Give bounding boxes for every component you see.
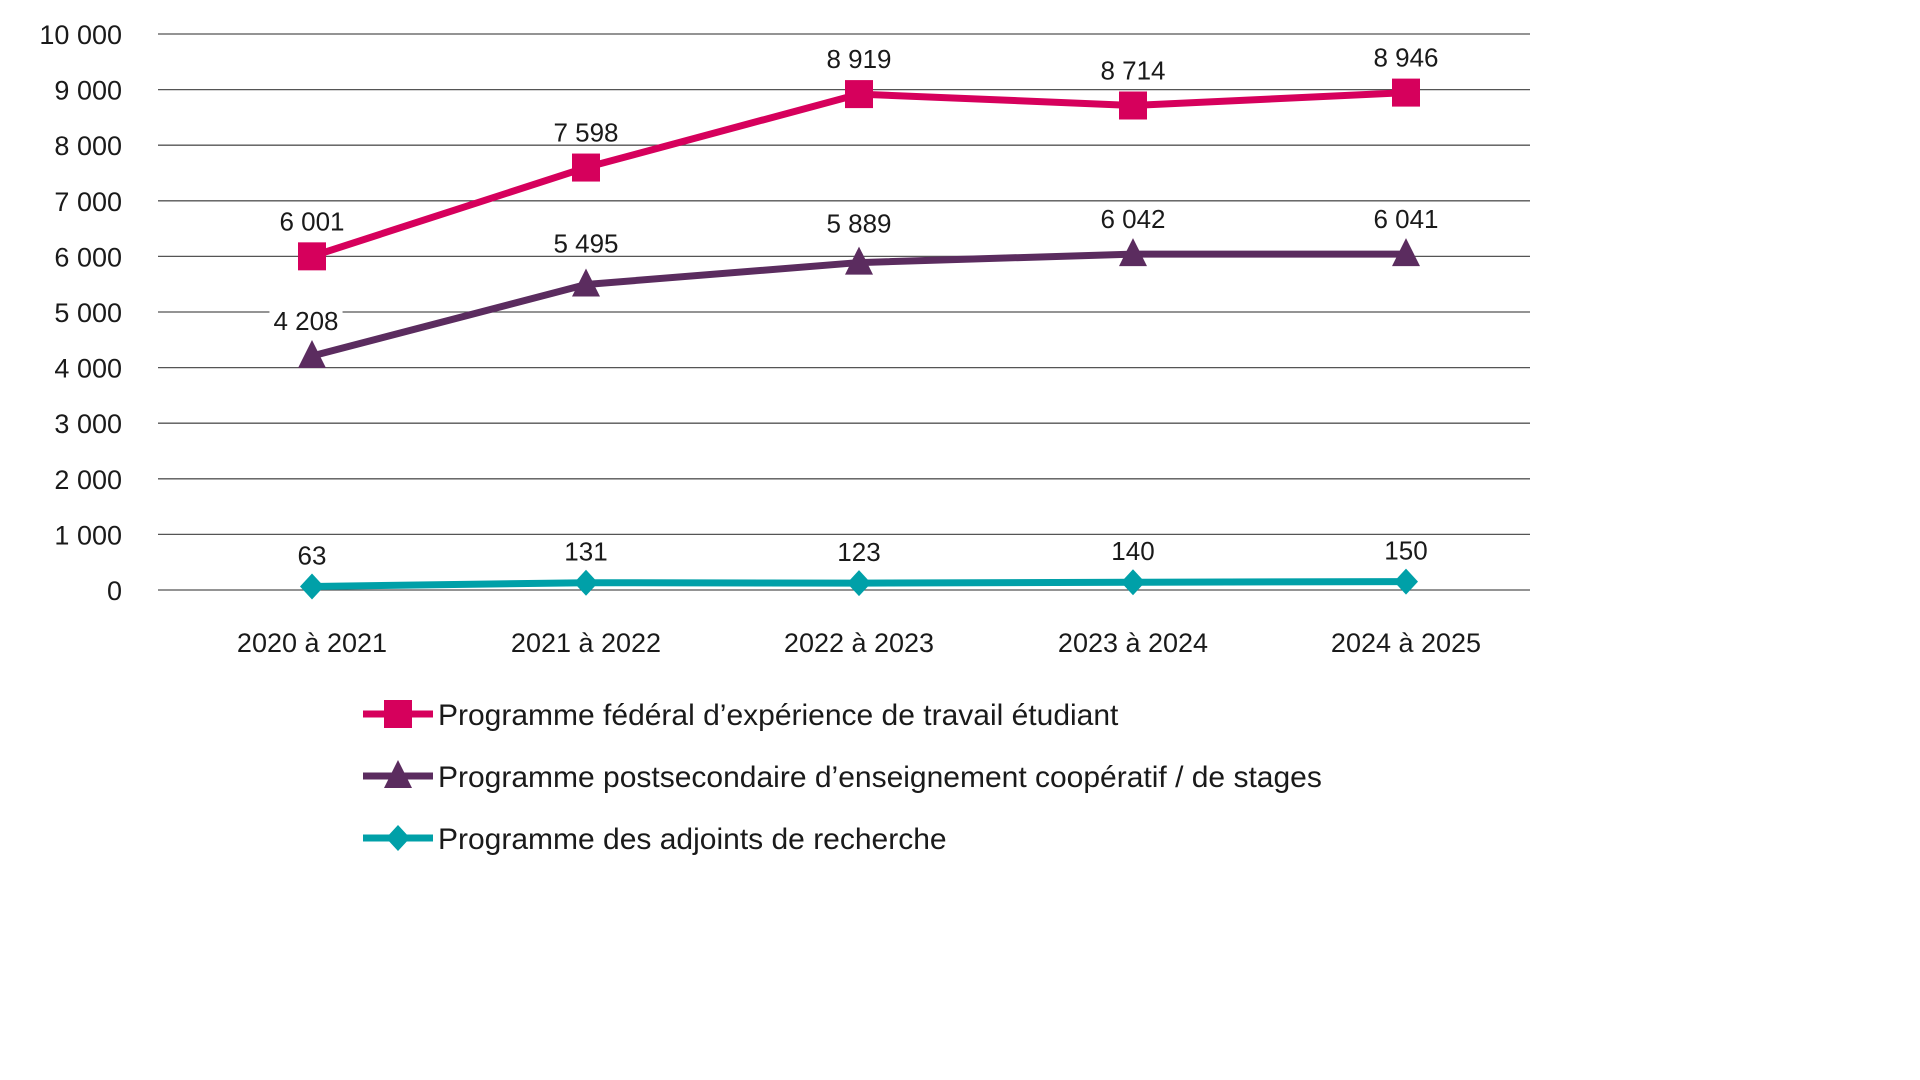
data-point-diamond: [1394, 568, 1418, 595]
data-label: 6 001: [279, 206, 344, 236]
y-tick-label: 9 000: [54, 76, 122, 106]
data-point-square: [572, 153, 600, 182]
y-tick-label: 6 000: [54, 242, 122, 272]
y-tick-label: 3 000: [54, 409, 122, 439]
data-point-triangle: [1392, 238, 1420, 267]
data-label: 4 208: [273, 306, 338, 336]
data-point-diamond: [574, 569, 598, 596]
data-label: 8 919: [826, 44, 891, 74]
data-label: 5 889: [826, 209, 891, 239]
y-tick-label: 7 000: [54, 187, 122, 217]
data-label: 7 598: [553, 118, 618, 148]
y-tick-label: 0: [107, 576, 122, 606]
legend-label: Programme postsecondaire d’enseignement …: [438, 761, 1322, 794]
data-point-triangle: [845, 246, 873, 275]
data-label: 8 946: [1373, 43, 1438, 73]
data-label: 63: [298, 540, 327, 570]
legend-marker-square: [384, 700, 412, 728]
data-label: 5 495: [553, 228, 618, 258]
data-label: 8 714: [1100, 56, 1165, 86]
data-point-diamond: [847, 570, 871, 597]
data-label: 150: [1384, 536, 1427, 566]
legend-marker-diamond: [386, 825, 410, 851]
data-point-square: [1119, 91, 1147, 120]
data-point-square: [1392, 78, 1420, 107]
data-point-diamond: [1121, 569, 1145, 596]
data-point-triangle: [572, 268, 600, 297]
y-tick-label: 1 000: [54, 520, 122, 550]
y-tick-label: 2 000: [54, 465, 122, 495]
data-point-triangle: [1119, 238, 1147, 267]
y-tick-label: 10 000: [39, 20, 122, 50]
legend-label: Programme des adjoints de recherche: [438, 823, 947, 856]
legend-marker-triangle: [384, 760, 412, 788]
x-tick-label: 2023 à 2024: [1058, 628, 1208, 658]
line-chart: 0 1 000 2 000 3 000 4 000 5 000 6 000 7 000 8 00…: [39, 20, 1530, 856]
x-tick-label: 2020 à 2021: [237, 628, 387, 658]
data-label: 123: [837, 537, 880, 567]
data-label: 6 041: [1373, 204, 1438, 234]
data-label: 6 042: [1100, 204, 1165, 234]
y-tick-label: 8 000: [54, 131, 122, 161]
data-label-background: [269, 306, 343, 337]
x-tick-label: 2022 à 2023: [784, 628, 934, 658]
y-tick-label: 4 000: [54, 354, 122, 384]
data-point-square: [298, 242, 326, 271]
data-point-square: [845, 80, 873, 109]
x-tick-label: 2024 à 2025: [1331, 628, 1481, 658]
data-label: 140: [1111, 536, 1154, 566]
x-tick-label: 2021 à 2022: [511, 628, 661, 658]
data-point-diamond: [300, 573, 324, 600]
y-tick-label: 5 000: [54, 298, 122, 328]
legend-label: Programme fédéral d’expérience de travai…: [438, 699, 1119, 732]
data-point-triangle: [298, 340, 326, 369]
data-label: 131: [564, 537, 607, 567]
